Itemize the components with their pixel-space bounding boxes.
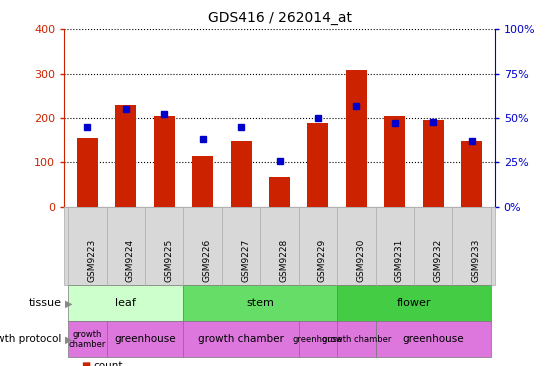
Bar [192,156,213,207]
Text: stem: stem [247,298,274,309]
Text: ■: ■ [81,361,91,366]
Text: GSM9226: GSM9226 [203,239,212,282]
Bar [461,141,482,207]
Bar [269,177,290,207]
Text: GSM9223: GSM9223 [87,239,96,282]
Text: growth protocol: growth protocol [0,334,61,344]
Bar [423,120,444,207]
Bar [384,116,405,207]
Text: GDS416 / 262014_at: GDS416 / 262014_at [207,11,352,25]
Text: greenhouse: greenhouse [114,334,176,344]
Text: GSM9228: GSM9228 [280,239,288,282]
Text: GSM9230: GSM9230 [357,238,366,282]
Bar [307,123,329,207]
Text: GSM9233: GSM9233 [472,238,481,282]
Text: ▶: ▶ [65,334,73,344]
Bar [154,116,175,207]
Text: ▶: ▶ [65,298,73,309]
Text: flower: flower [397,298,431,309]
Text: GSM9229: GSM9229 [318,239,327,282]
Bar [115,105,136,207]
Text: growth chamber: growth chamber [321,335,391,344]
Text: tissue: tissue [29,298,61,309]
Bar [77,138,98,207]
Text: leaf: leaf [115,298,136,309]
Text: greenhouse: greenhouse [402,334,464,344]
Bar [346,70,367,207]
Text: GSM9227: GSM9227 [241,239,250,282]
Text: growth
chamber: growth chamber [69,329,106,349]
Text: greenhouse: greenhouse [293,335,343,344]
Text: GSM9231: GSM9231 [395,238,404,282]
Text: growth chamber: growth chamber [198,334,284,344]
Text: GSM9225: GSM9225 [164,239,173,282]
Text: count: count [93,361,123,366]
Text: GSM9224: GSM9224 [126,239,135,282]
Bar [230,141,252,207]
Text: GSM9232: GSM9232 [433,239,442,282]
